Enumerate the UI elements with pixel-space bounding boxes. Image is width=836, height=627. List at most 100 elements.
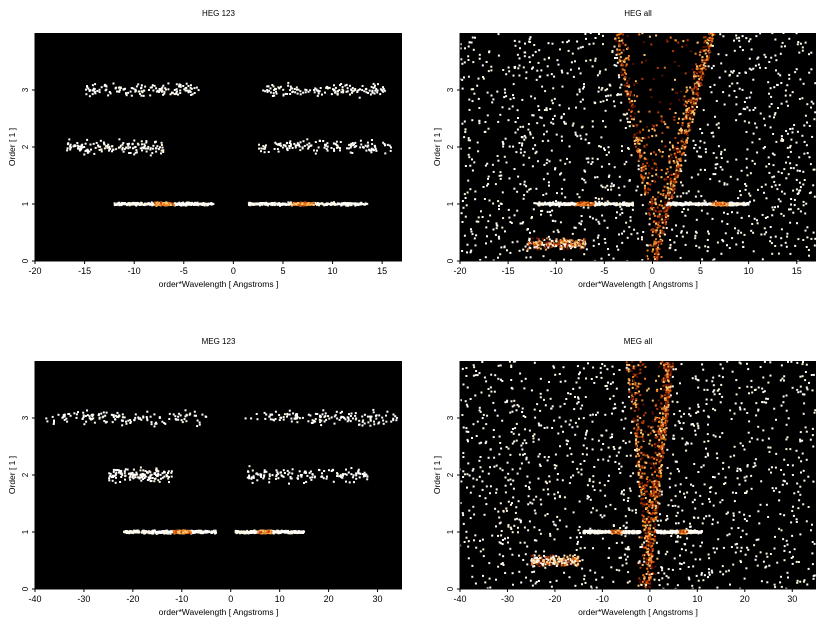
event-point bbox=[736, 203, 739, 206]
event-point bbox=[179, 85, 182, 88]
event-point bbox=[546, 158, 549, 161]
event-point bbox=[162, 151, 165, 153]
event-point bbox=[722, 35, 725, 38]
event-point bbox=[523, 55, 526, 58]
event-point bbox=[588, 43, 591, 46]
event-point bbox=[463, 76, 465, 79]
event-point bbox=[350, 142, 353, 145]
event-point bbox=[628, 179, 631, 182]
event-point bbox=[162, 93, 165, 96]
event-point bbox=[802, 170, 805, 173]
event-point bbox=[656, 247, 659, 250]
event-point bbox=[677, 41, 680, 44]
event-point bbox=[299, 90, 302, 93]
event-point bbox=[604, 201, 607, 204]
event-point bbox=[262, 145, 265, 148]
event-point bbox=[755, 35, 758, 38]
event-point bbox=[316, 94, 319, 97]
event-point bbox=[640, 154, 643, 157]
event-point bbox=[803, 179, 806, 181]
event-point bbox=[349, 93, 351, 96]
event-point bbox=[528, 188, 531, 191]
event-point bbox=[662, 207, 665, 210]
event-point bbox=[700, 203, 703, 206]
event-point bbox=[294, 144, 297, 147]
event-point bbox=[681, 211, 684, 213]
event-point bbox=[633, 84, 636, 87]
event-point bbox=[524, 51, 527, 54]
event-point bbox=[749, 194, 752, 197]
event-point bbox=[686, 137, 689, 140]
event-point bbox=[526, 190, 529, 193]
event-point bbox=[641, 169, 644, 171]
event-point bbox=[492, 170, 495, 173]
event-point bbox=[583, 107, 586, 110]
event-point bbox=[318, 139, 321, 142]
event-point bbox=[162, 202, 165, 204]
event-point bbox=[620, 208, 623, 211]
event-point bbox=[730, 202, 733, 205]
event-point bbox=[289, 93, 292, 95]
event-point bbox=[562, 241, 565, 244]
event-point bbox=[312, 203, 315, 206]
event-point bbox=[496, 90, 499, 93]
event-point bbox=[787, 173, 790, 176]
event-point bbox=[476, 141, 479, 144]
event-point bbox=[693, 87, 696, 90]
event-point bbox=[763, 191, 765, 194]
event-point bbox=[516, 190, 519, 193]
event-point bbox=[677, 165, 679, 168]
event-point bbox=[763, 146, 766, 148]
event-point bbox=[135, 149, 138, 152]
event-point bbox=[674, 39, 677, 42]
event-point bbox=[179, 84, 182, 86]
event-point bbox=[726, 183, 729, 186]
event-point bbox=[541, 209, 544, 212]
event-point bbox=[718, 76, 721, 79]
event-point bbox=[535, 242, 538, 245]
event-point bbox=[536, 69, 539, 72]
event-point bbox=[768, 171, 771, 174]
event-point bbox=[693, 93, 696, 96]
event-point bbox=[127, 144, 130, 147]
event-point bbox=[752, 132, 755, 135]
event-point bbox=[707, 56, 710, 59]
event-point bbox=[338, 202, 341, 205]
event-point bbox=[548, 184, 550, 187]
event-point bbox=[622, 33, 624, 36]
event-point bbox=[636, 132, 639, 135]
event-point bbox=[150, 86, 153, 89]
event-point bbox=[386, 143, 389, 146]
event-point bbox=[501, 140, 504, 143]
event-point bbox=[683, 95, 686, 98]
y-tick-label: 3 bbox=[446, 87, 455, 92]
event-point bbox=[497, 120, 500, 123]
event-point bbox=[533, 44, 536, 46]
event-point bbox=[313, 202, 315, 205]
y-tick-label: 1 bbox=[21, 201, 30, 206]
event-point bbox=[105, 145, 108, 148]
event-point bbox=[532, 208, 535, 211]
event-point bbox=[637, 140, 639, 143]
event-point bbox=[710, 67, 713, 70]
event-point bbox=[562, 247, 565, 250]
event-point bbox=[692, 203, 694, 206]
event-point bbox=[659, 150, 662, 153]
event-point bbox=[291, 87, 294, 90]
event-point bbox=[668, 197, 671, 200]
event-point bbox=[581, 98, 584, 101]
event-point bbox=[314, 202, 317, 205]
event-point bbox=[539, 243, 542, 246]
event-point bbox=[795, 188, 798, 191]
event-point bbox=[680, 230, 683, 233]
event-point bbox=[669, 196, 672, 199]
event-point bbox=[534, 244, 537, 246]
event-point bbox=[317, 146, 320, 149]
event-point bbox=[297, 203, 300, 206]
event-point bbox=[488, 199, 491, 202]
event-point bbox=[636, 185, 639, 188]
event-point bbox=[117, 86, 120, 89]
event-point bbox=[802, 200, 805, 203]
event-point bbox=[673, 116, 676, 118]
event-point bbox=[460, 212, 463, 215]
